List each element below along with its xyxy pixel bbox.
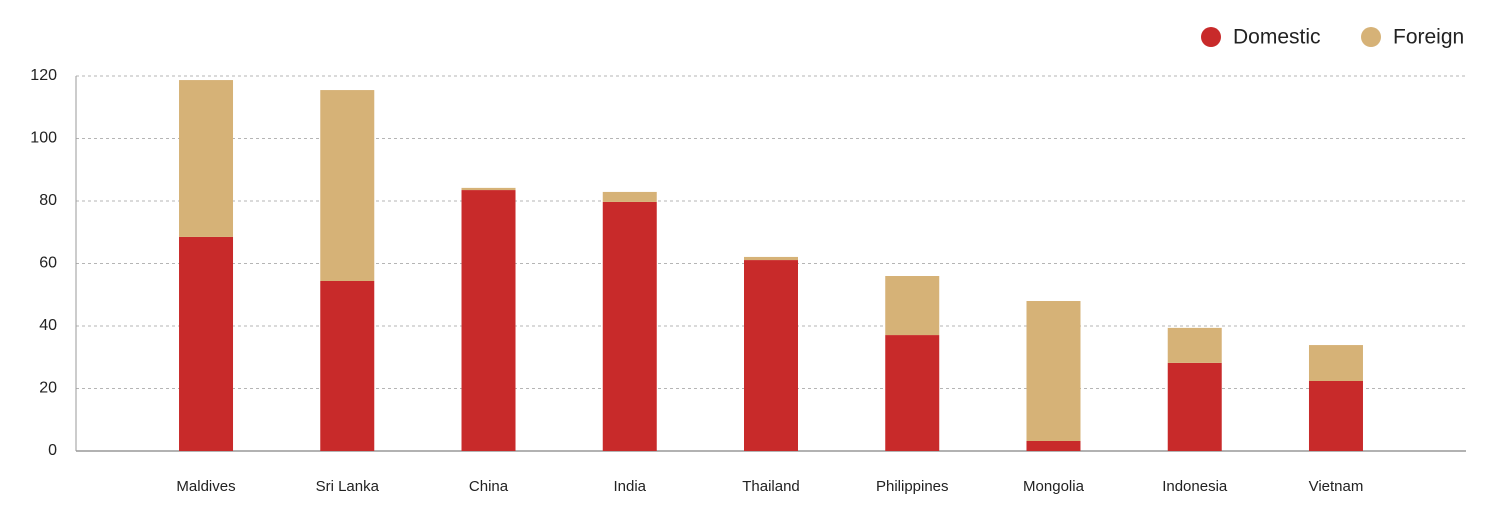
x-tick-label: India	[613, 478, 646, 495]
bar-segment	[744, 256, 798, 261]
bar-segment	[885, 335, 940, 451]
y-tick-label: 40	[39, 317, 57, 334]
bar-segment	[179, 80, 234, 237]
x-tick-label: China	[469, 478, 509, 495]
x-tick-label: Maldives	[176, 478, 235, 495]
legend-label: Domestic	[1233, 26, 1321, 49]
x-tick-label: Philippines	[876, 478, 949, 495]
bar-segment	[320, 90, 375, 281]
y-tick-label: 0	[48, 442, 57, 459]
bar-segment	[885, 276, 940, 336]
bar-segment	[1308, 345, 1363, 381]
bar-segment	[179, 236, 234, 451]
legend-swatch	[1361, 27, 1381, 47]
x-tick-label: Thailand	[742, 478, 800, 495]
bar-segment	[461, 187, 516, 191]
y-tick-label: 120	[30, 67, 57, 84]
bar-segment	[1308, 381, 1363, 451]
x-tick-label: Mongolia	[1023, 478, 1085, 495]
y-tick-label: 60	[39, 255, 57, 272]
bar-segment	[461, 190, 516, 451]
bar-segment	[1167, 327, 1222, 363]
bar-segment	[602, 201, 657, 451]
bar-segment	[320, 281, 375, 451]
x-tick-label: Vietnam	[1309, 478, 1364, 495]
legend-label: Foreign	[1393, 26, 1464, 49]
x-tick-label: Indonesia	[1162, 478, 1228, 495]
bar-segment	[602, 191, 657, 202]
bar-segment	[744, 260, 798, 451]
x-tick-label: Sri Lanka	[316, 478, 380, 495]
y-tick-label: 20	[39, 380, 57, 397]
bar-segment	[1167, 362, 1222, 451]
y-tick-label: 80	[39, 192, 57, 209]
legend-swatch	[1201, 27, 1221, 47]
bar-segment	[1026, 301, 1081, 441]
y-tick-label: 100	[30, 130, 57, 147]
bar-segment	[1026, 441, 1081, 451]
